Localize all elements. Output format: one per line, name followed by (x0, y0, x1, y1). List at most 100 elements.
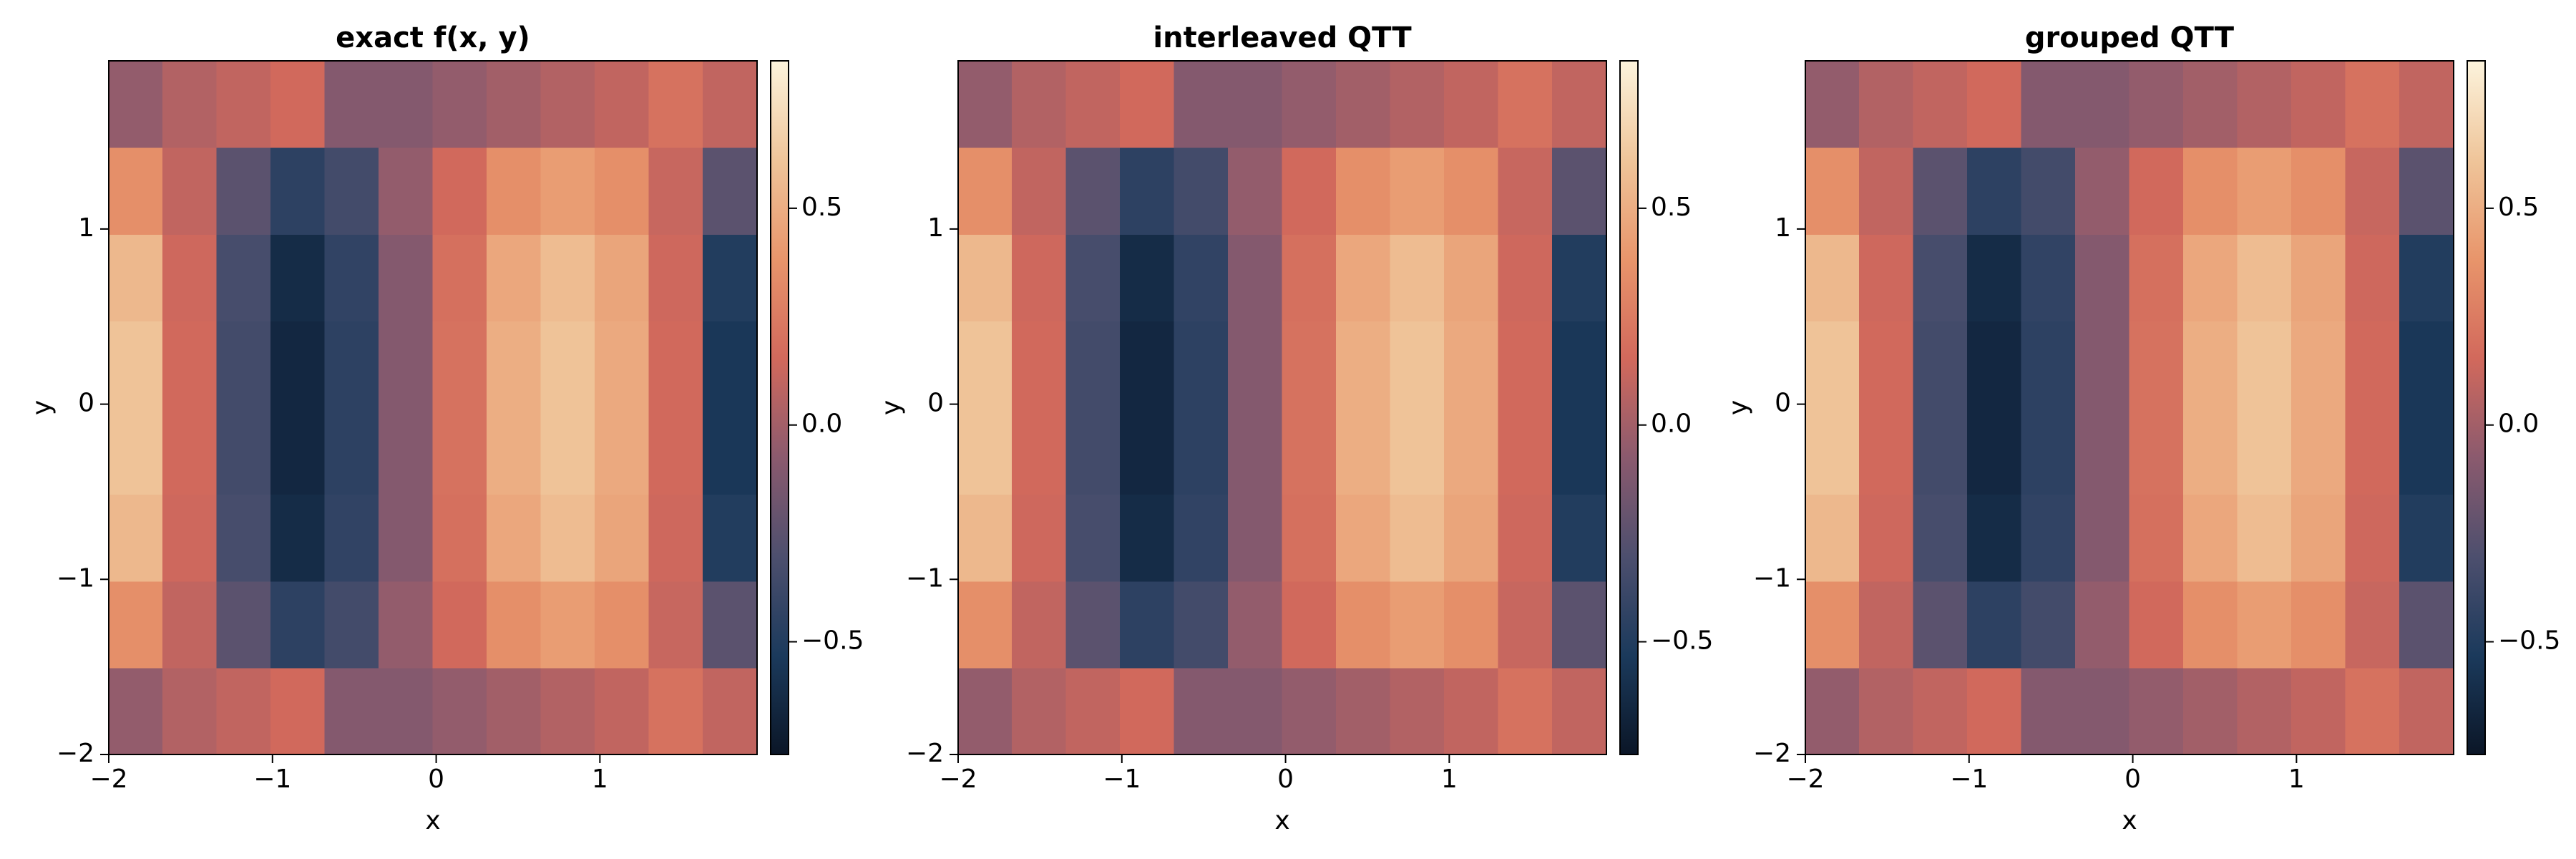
heatmap-cell (162, 494, 218, 582)
heatmap-cell (1174, 147, 1229, 235)
heatmap-cell (1228, 60, 1283, 148)
heatmap-cell (1120, 147, 1175, 235)
y-tick-label: 1 (1775, 213, 1791, 243)
heatmap-cell (379, 60, 434, 148)
heatmap-cell (648, 60, 703, 148)
colorbar-tick-label: −0.5 (2498, 626, 2560, 656)
heatmap-cell (379, 233, 434, 321)
heatmap-cell (1805, 581, 1860, 669)
heatmap-cell (1174, 494, 1229, 582)
heatmap-cell (1805, 233, 1860, 321)
heatmap-cell (2399, 147, 2454, 235)
chart-title: exact f(x, y) (336, 21, 530, 54)
y-axis-label: y (1724, 400, 1753, 415)
heatmap-cell (1174, 407, 1229, 495)
heatmap-cell (379, 320, 434, 408)
heatmap-cell (1120, 60, 1175, 148)
heatmap-cell (2345, 581, 2400, 669)
heatmap-cell (1282, 60, 1337, 148)
heatmap-cell (2399, 233, 2454, 321)
heatmap-cell (2129, 494, 2184, 582)
heatmap-cell (1012, 667, 1067, 755)
heatmap-cell (2345, 147, 2400, 235)
heatmap-cell (487, 147, 542, 235)
heatmap-cell (1336, 60, 1391, 148)
colorbar-tick-label: 0.0 (801, 409, 842, 439)
heatmap-cell (1282, 581, 1337, 669)
heatmap-cell (2129, 407, 2184, 495)
heatmap-cell (648, 667, 703, 755)
heatmap-cell (595, 667, 650, 755)
heatmap-cell (162, 60, 218, 148)
heatmap-cell (2129, 233, 2184, 321)
heatmap-cell (1498, 407, 1553, 495)
heatmap-cell (1336, 494, 1391, 582)
heatmap-cell (1174, 233, 1229, 321)
heatmap-cell (2183, 147, 2238, 235)
heatmap-cell (2399, 407, 2454, 495)
y-tick-label: −2 (1753, 739, 1791, 768)
y-tick-label: −2 (57, 739, 94, 768)
heatmap-cell (1390, 320, 1445, 408)
heatmap-cell (1967, 667, 2022, 755)
heatmap-cell (108, 581, 163, 669)
heatmap-cell (1282, 667, 1337, 755)
heatmap-cell (1552, 581, 1607, 669)
heatmap-cell (1967, 407, 2022, 495)
heatmap-cell (1174, 581, 1229, 669)
heatmap-cell (432, 494, 487, 582)
heatmap-cell (2399, 667, 2454, 755)
heatmap-cell (648, 494, 703, 582)
heatmap-cell (324, 320, 379, 408)
colorbar-tick-label: 0.5 (2498, 193, 2539, 222)
heatmap-cell (432, 581, 487, 669)
heatmap-cell (1390, 233, 1445, 321)
heatmap-cell (2075, 233, 2130, 321)
x-tick-label: 1 (592, 765, 608, 794)
heatmap-cell (1552, 494, 1607, 582)
x-tick-label: 1 (1441, 765, 1458, 794)
heatmap-cell (2075, 494, 2130, 582)
heatmap (957, 60, 1607, 755)
heatmap-cell (1913, 494, 1968, 582)
heatmap-cell (1174, 667, 1229, 755)
heatmap-cell (270, 581, 326, 669)
heatmap-cell (324, 147, 379, 235)
heatmap-cell (2291, 233, 2346, 321)
heatmap-cell (324, 581, 379, 669)
heatmap-cell (2399, 320, 2454, 408)
heatmap-cell (1859, 667, 1914, 755)
heatmap-cell (324, 233, 379, 321)
heatmap-cell (1859, 60, 1914, 148)
heatmap-cell (1913, 320, 1968, 408)
heatmap-cell (957, 494, 1013, 582)
heatmap-cell (1498, 494, 1553, 582)
heatmap-cell (1282, 407, 1337, 495)
heatmap-cell (379, 494, 434, 582)
heatmap-cell (1228, 407, 1283, 495)
heatmap-cell (432, 407, 487, 495)
heatmap-cell (2345, 320, 2400, 408)
heatmap-cell (216, 407, 271, 495)
heatmap-cell (540, 147, 595, 235)
heatmap-cell (379, 407, 434, 495)
y-tick-label: 0 (1775, 389, 1791, 418)
heatmap-cell (2129, 147, 2184, 235)
heatmap-cell (648, 407, 703, 495)
heatmap-cell (2075, 320, 2130, 408)
y-tick-label: −2 (906, 739, 944, 768)
heatmap-cell (1498, 147, 1553, 235)
heatmap-cell (1913, 667, 1968, 755)
heatmap-cell (1552, 320, 1607, 408)
plot-frame (108, 60, 758, 755)
x-tick-label: −1 (1103, 765, 1141, 794)
heatmap-cell (540, 494, 595, 582)
heatmap-cell (2237, 233, 2292, 321)
heatmap-cell (1859, 581, 1914, 669)
heatmap-cell (2291, 147, 2346, 235)
heatmap-cell (2237, 147, 2292, 235)
heatmap-cell (1282, 147, 1337, 235)
x-tick-label: −2 (89, 765, 127, 794)
heatmap-cell (2183, 60, 2238, 148)
